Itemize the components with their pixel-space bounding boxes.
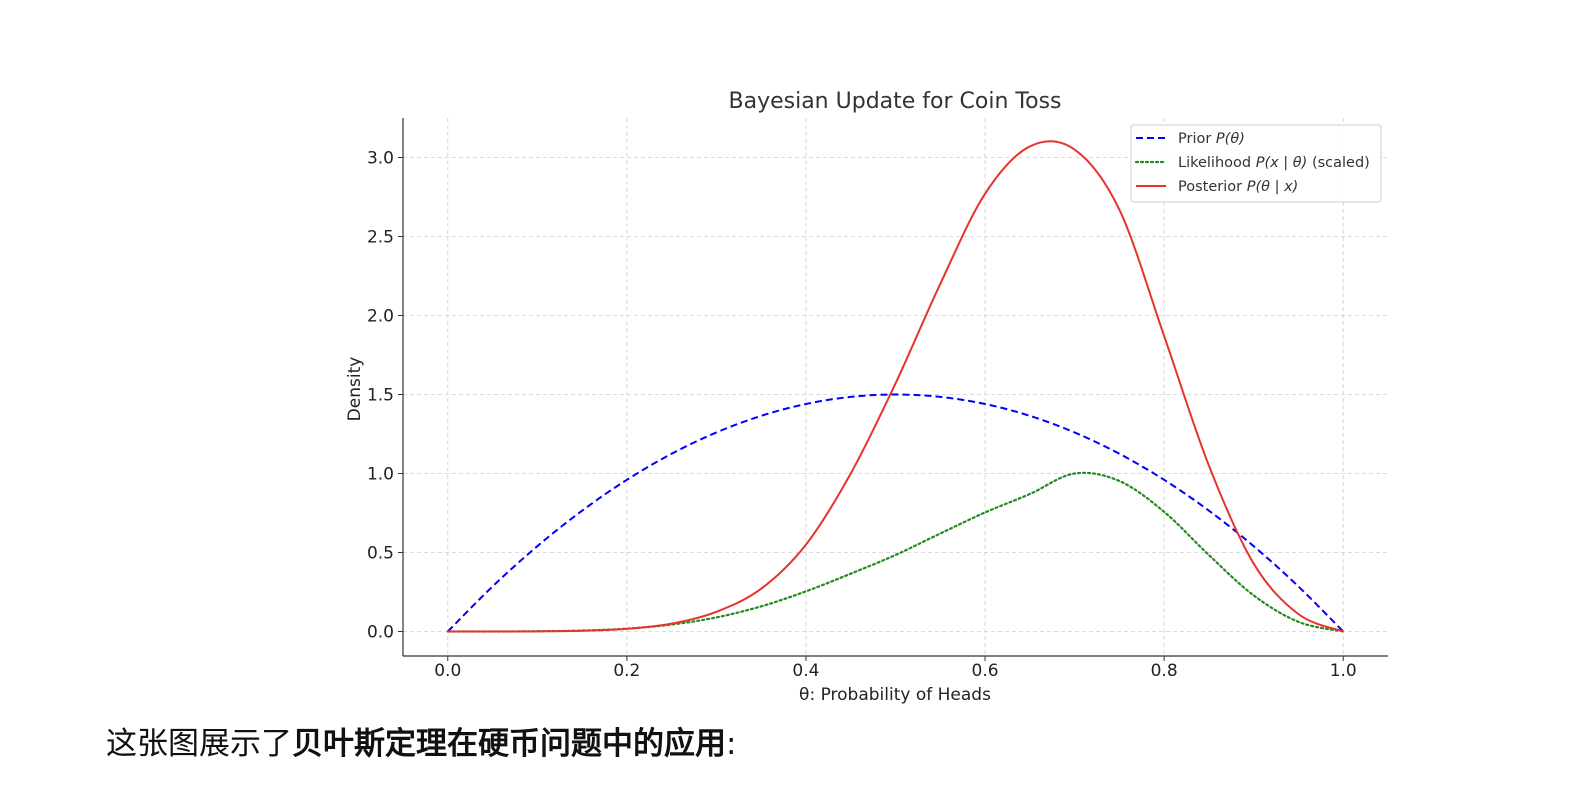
y-axis-label: Density [345, 357, 365, 422]
caption-colon: : [726, 726, 737, 762]
x-axis-label: θ: Probability of Heads [799, 685, 991, 705]
x-tick-label: 0.2 [613, 661, 640, 681]
series-line-prior [447, 393, 1344, 633]
x-tick-label: 0.8 [1151, 661, 1178, 681]
chart-title: Bayesian Update for Coin Toss [729, 89, 1062, 114]
caption-text: 这张图展示了 [106, 726, 292, 762]
caption-bold-text: 贝叶斯定理在硬币问题中的应用 [292, 726, 726, 762]
y-tick-label: 1.5 [367, 386, 394, 406]
caption: 这张图展示了贝叶斯定理在硬币问题中的应用: [106, 718, 736, 763]
x-tick-label: 0.0 [434, 661, 461, 681]
y-tick-label: 1.0 [367, 465, 394, 485]
legend-label-likelihood: Likelihood P(x | θ) (scaled) [1178, 155, 1370, 171]
x-tick-label: 0.6 [972, 661, 999, 681]
grid-lines [403, 118, 1388, 656]
series-line-posterior [447, 140, 1344, 633]
y-tick-label: 3.0 [367, 149, 394, 169]
legend-frame [1130, 124, 1382, 203]
tick-labels: 0.0 0.2 0.4 0.6 0.8 1.0 0.0 0.5 1.0 1.5 2.0 2.5 3.0 [367, 149, 1357, 681]
legend-label-prior: Prior P(θ) [1178, 131, 1245, 147]
x-tick-label: 0.4 [792, 661, 819, 681]
series-lines [446, 140, 1345, 633]
y-tick-label: 2.0 [367, 307, 394, 327]
y-tick-label: 0.0 [367, 623, 394, 643]
legend: Prior P(θ) Likelihood P(x | θ) (scaled) Po… [1130, 124, 1382, 203]
axes [398, 118, 1388, 661]
x-tick-label: 1.0 [1330, 661, 1357, 681]
legend-label-posterior: Posterior P(θ | x) [1178, 179, 1298, 195]
y-tick-label: 2.5 [367, 228, 394, 248]
y-tick-label: 0.5 [367, 544, 394, 564]
